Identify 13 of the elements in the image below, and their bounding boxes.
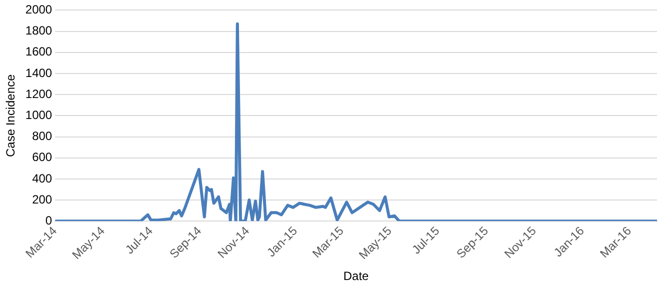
y-axis-title: Case Incidence	[4, 74, 18, 158]
y-tick-label: 0	[45, 213, 52, 228]
y-tick-label: 600	[32, 150, 52, 164]
y-tick-label: 200	[32, 192, 52, 206]
y-tick-label: 1600	[25, 44, 52, 59]
y-tick-label: 2000	[25, 2, 52, 17]
x-axis-title: Date	[343, 269, 370, 284]
y-tick-label: 1400	[25, 66, 52, 80]
y-tick-label: 1800	[25, 24, 52, 38]
y-tick-label: 800	[32, 129, 52, 144]
y-tick-label: 400	[32, 171, 52, 186]
y-tick-label: 1000	[25, 108, 52, 122]
y-tick-label: 1200	[25, 86, 52, 101]
